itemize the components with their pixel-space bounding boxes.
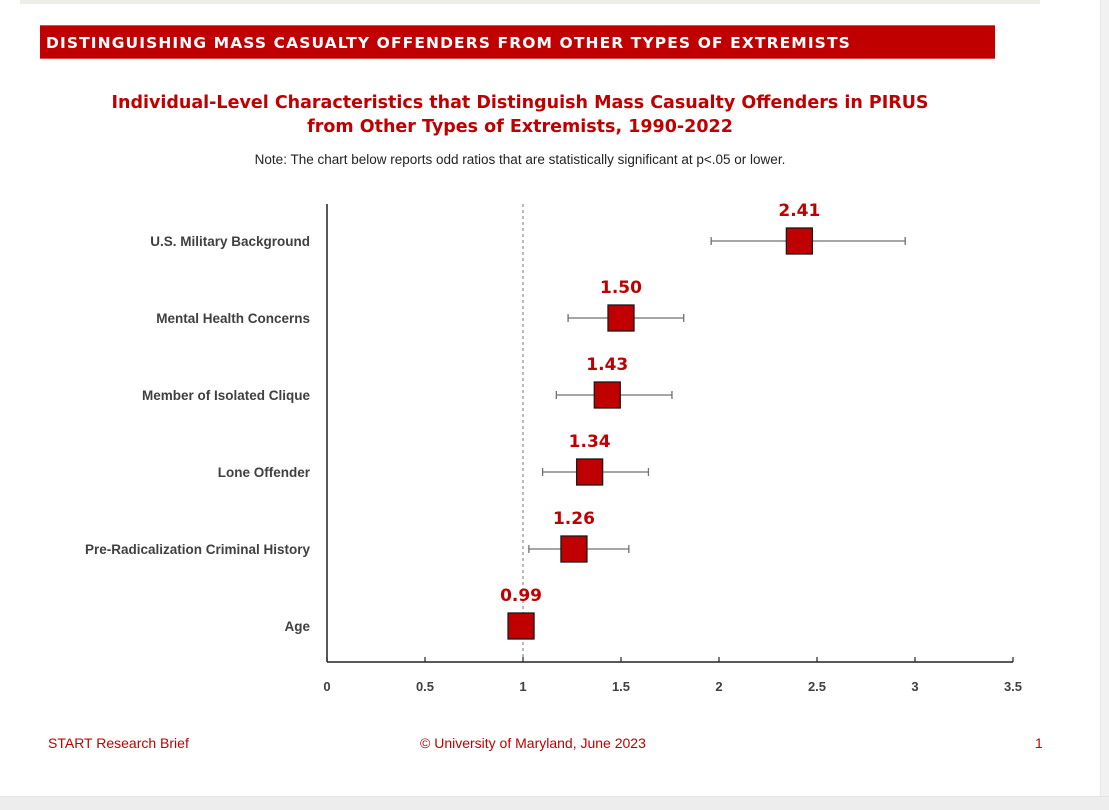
value-label: 1.43: [586, 355, 628, 375]
x-tick-label: 2: [715, 679, 722, 694]
page-top-edge: [20, 0, 1040, 4]
chart-title-line2: from Other Types of Extremists, 1990-202…: [307, 117, 733, 137]
x-tick-label: 2.5: [808, 679, 826, 694]
x-tick-label: 0.5: [416, 679, 434, 694]
category-label: Age: [284, 619, 310, 634]
chart-title-line1: Individual-Level Characteristics that Di…: [111, 93, 929, 113]
chart-note: Note: The chart below reports odd ratios…: [254, 152, 786, 167]
odds-ratio-marker: [575, 458, 604, 486]
section-banner-text: DISTINGUISHING MASS CASUALTY OFFENDERS F…: [46, 34, 851, 52]
odds-ratio-marker: [593, 381, 621, 409]
category-label: Pre-Radicalization Criminal History: [85, 542, 311, 557]
x-tick-label: 0: [323, 679, 330, 694]
page-bottom-edge: [0, 796, 1109, 810]
scrollbar-track[interactable]: [1100, 0, 1109, 809]
x-tick-label: 3.5: [1004, 679, 1022, 694]
footer-copyright: © University of Maryland, June 2023: [420, 735, 646, 751]
page-number: 1: [1035, 735, 1043, 751]
x-tick-label: 1.5: [612, 679, 630, 694]
odds-ratio-marker: [607, 304, 635, 332]
odds-ratio-marker: [785, 227, 814, 255]
category-label: Mental Health Concerns: [156, 311, 310, 326]
footer-publication: START Research Brief: [48, 735, 189, 751]
value-label: 0.99: [500, 586, 542, 606]
value-label: 1.50: [600, 278, 642, 298]
value-label: 1.26: [553, 509, 595, 529]
value-label: 1.34: [569, 432, 611, 452]
category-label: U.S. Military Background: [150, 234, 310, 249]
odds-ratio-marker: [560, 535, 588, 563]
odds-ratio-marker: [507, 612, 535, 640]
x-tick-label: 3: [911, 679, 918, 694]
x-tick-label: 1: [519, 679, 526, 694]
category-label: Lone Offender: [218, 465, 311, 480]
section-banner: DISTINGUISHING MASS CASUALTY OFFENDERS F…: [40, 25, 995, 59]
value-label: 2.41: [778, 201, 820, 221]
category-label: Member of Isolated Clique: [142, 388, 311, 403]
